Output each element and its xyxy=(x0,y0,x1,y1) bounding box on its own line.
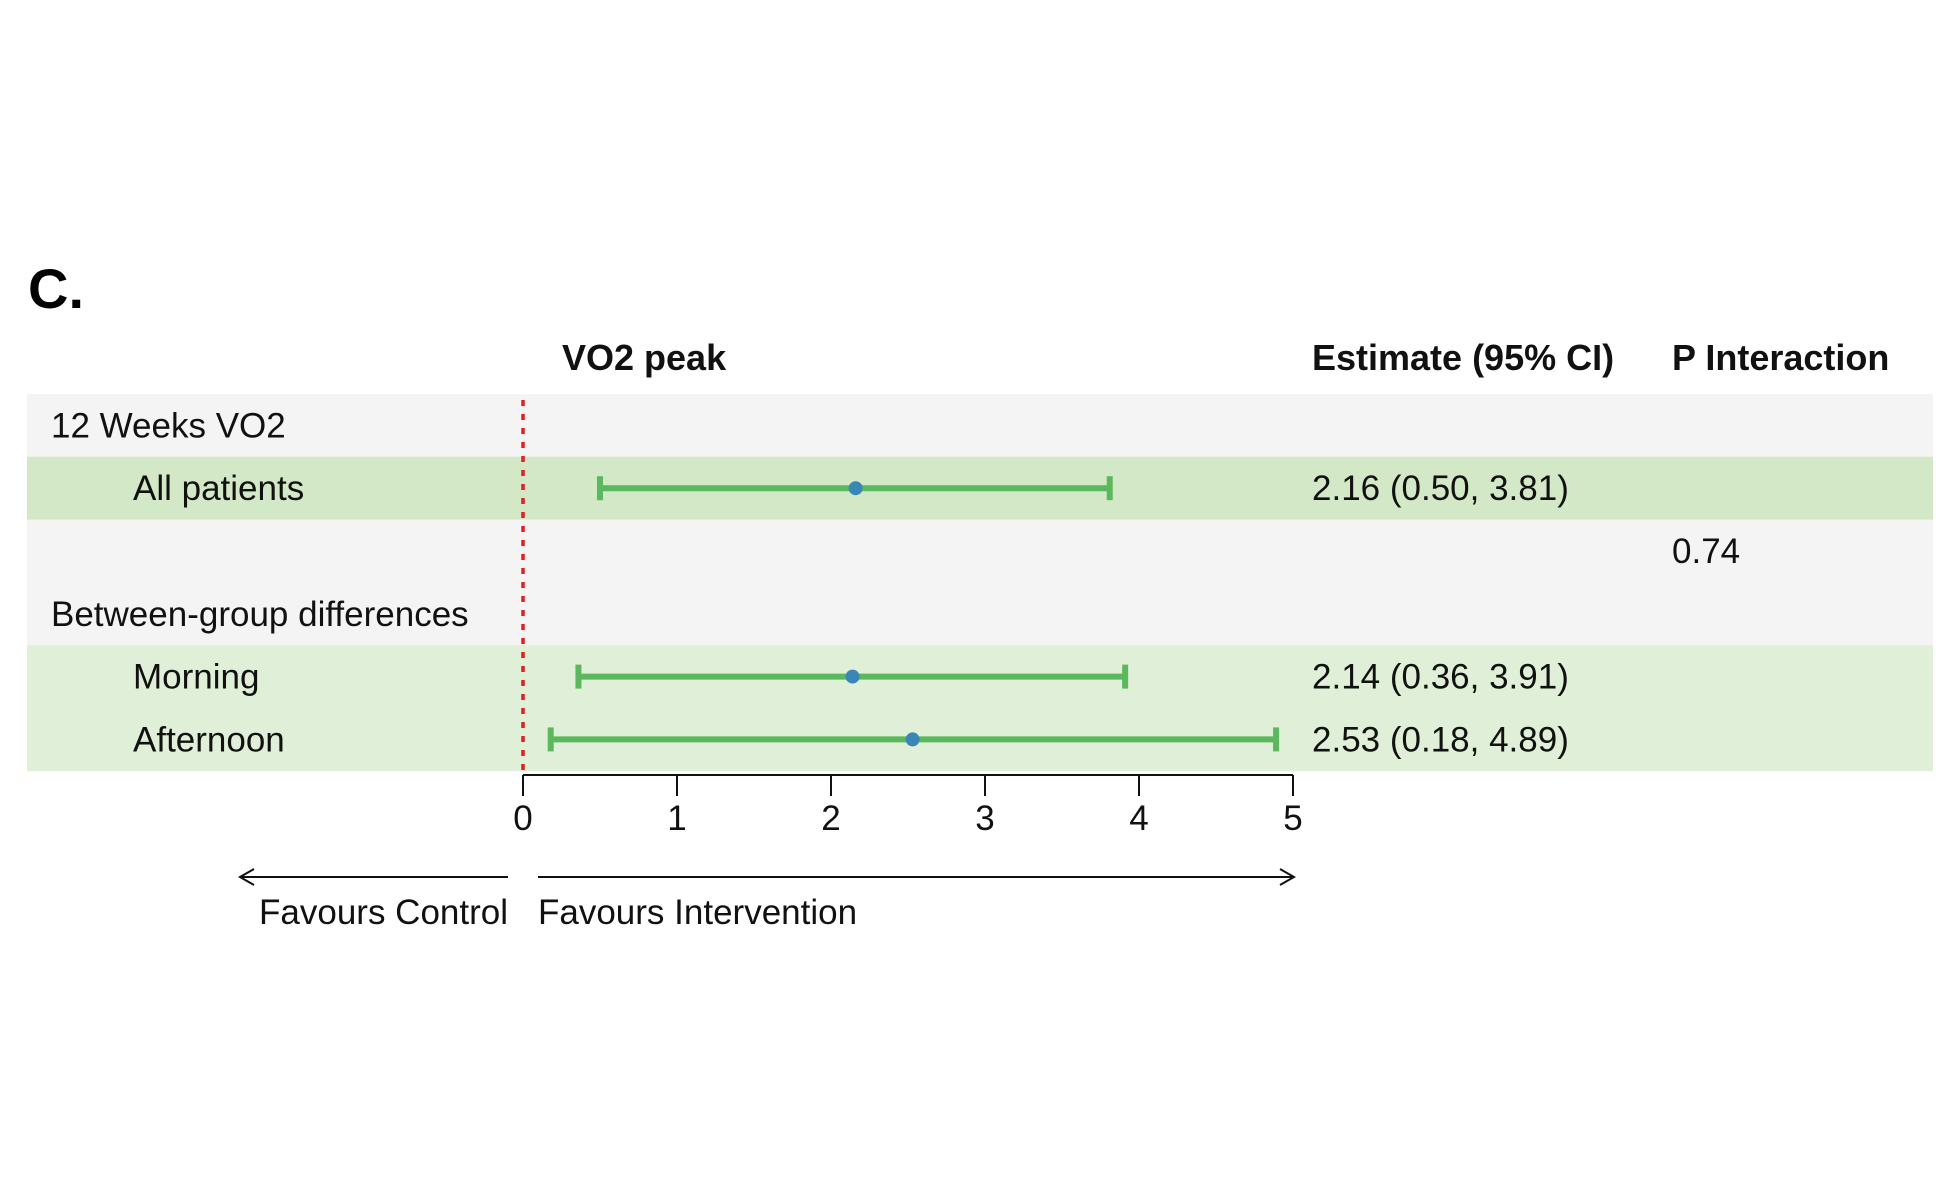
row-label: All patients xyxy=(133,469,304,508)
favours-arrows: Favours Control Favours Intervention xyxy=(237,868,1297,932)
favours-intervention-arrowhead xyxy=(1279,868,1297,886)
row-label: Morning xyxy=(133,658,259,697)
p-interaction-value: 0.74 xyxy=(1672,532,1740,571)
row-band xyxy=(27,582,1933,646)
estimate-text: 2.16 (0.50, 3.81) xyxy=(1312,469,1569,508)
row-label: Between-group differences xyxy=(51,595,469,634)
x-tick-label: 1 xyxy=(667,799,686,838)
row-label: Afternoon xyxy=(133,720,285,759)
row-labels: 12 Weeks VO2 All patients 2.16 (0.50, 3.81… xyxy=(51,406,1740,759)
x-tick-label: 2 xyxy=(821,799,840,838)
ci-marks xyxy=(547,476,1280,752)
x-tick-label: 3 xyxy=(975,799,994,838)
estimate-header: Estimate (95% CI) xyxy=(1312,337,1614,378)
point-estimate xyxy=(848,481,863,496)
row-bands xyxy=(27,394,1933,772)
row-band xyxy=(27,394,1933,458)
x-tick-label: 4 xyxy=(1129,799,1148,838)
x-axis: 0 1 2 3 4 5 xyxy=(513,774,1303,838)
estimate-text: 2.14 (0.36, 3.91) xyxy=(1312,658,1569,697)
favours-control-arrowhead xyxy=(237,868,255,886)
x-tick-label: 0 xyxy=(513,799,532,838)
point-estimate xyxy=(845,669,860,684)
plot-header: VO2 peak xyxy=(562,337,727,378)
x-tick-label: 5 xyxy=(1283,799,1302,838)
row-label: 12 Weeks VO2 xyxy=(51,406,286,445)
panel-letter: C. xyxy=(28,257,84,320)
point-estimate xyxy=(905,732,920,747)
favours-intervention-label: Favours Intervention xyxy=(538,893,857,932)
favours-control-label: Favours Control xyxy=(259,893,508,932)
row-band xyxy=(27,519,1933,583)
p-interaction-header: P Interaction xyxy=(1672,337,1889,378)
estimate-text: 2.53 (0.18, 4.89) xyxy=(1312,720,1569,759)
